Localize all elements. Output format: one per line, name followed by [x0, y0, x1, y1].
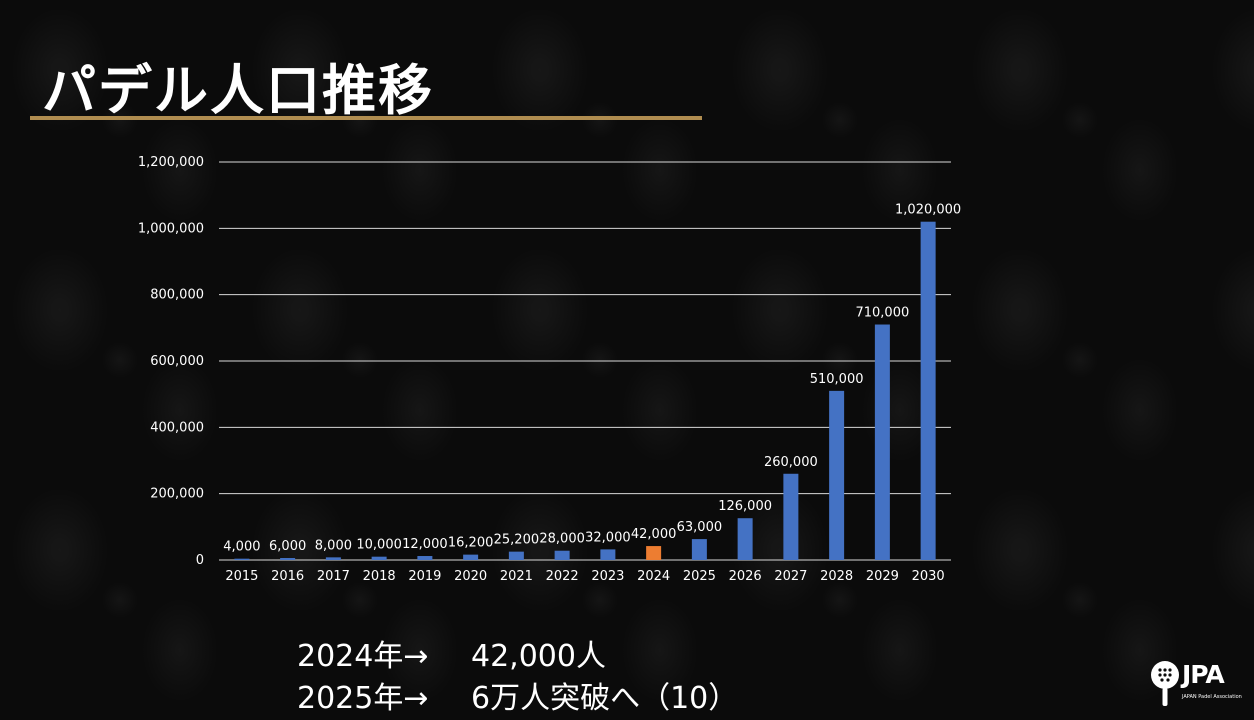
jpa-logo: JPA JAPAN Padel Association	[1148, 656, 1244, 712]
data-label-2025: 63,000	[677, 520, 723, 535]
bar-2023	[600, 549, 616, 560]
bar-2022	[554, 550, 570, 560]
caption-year: 2024年→	[297, 639, 429, 674]
y-tick-label: 0	[196, 553, 204, 568]
data-label-2029: 710,000	[855, 306, 909, 321]
data-label-2028: 510,000	[810, 372, 864, 387]
x-tick-label-2025: 2025	[683, 569, 716, 584]
bar-2025	[691, 539, 707, 560]
x-tick-label-2029: 2029	[866, 569, 899, 584]
bar-2028	[829, 390, 845, 560]
y-tick-label: 200,000	[150, 487, 204, 502]
padel-racket-icon	[1151, 661, 1179, 706]
logo-subtitle: JAPAN Padel Association	[1182, 694, 1242, 700]
data-label-2021: 25,200	[494, 533, 540, 548]
caption-value: 42,000人	[471, 639, 606, 674]
bar-2015	[234, 558, 250, 560]
x-tick-label-2017: 2017	[317, 569, 350, 584]
data-label-2030: 1,020,000	[895, 203, 961, 218]
data-label-2016: 6,000	[269, 539, 306, 554]
bar-2027	[783, 473, 799, 560]
data-label-2017: 8,000	[315, 538, 352, 553]
title-underline	[30, 116, 702, 120]
x-tick-label-2023: 2023	[591, 569, 624, 584]
bar-2016	[280, 558, 296, 560]
bar-chart: 0 200,000 400,000 600,000 800,000 1,000,000 1,…	[138, 155, 961, 584]
x-tick-label-2015: 2015	[225, 569, 258, 584]
bar-2029	[874, 324, 890, 560]
x-tick-label-2020: 2020	[454, 569, 487, 584]
x-tick-label-2022: 2022	[546, 569, 579, 584]
data-label-2023: 32,000	[585, 530, 631, 545]
bar-2019	[417, 556, 433, 560]
caption-value: 6万人突破へ（10）	[471, 681, 739, 716]
bar-2017	[325, 557, 341, 560]
data-label-2020: 16,200	[448, 536, 494, 551]
caption-2025: 2025年→ 6万人突破へ（10）	[297, 673, 738, 717]
bar-2030	[920, 221, 936, 560]
x-tick-label-2021: 2021	[500, 569, 533, 584]
x-axis-ticks: 2015 2016 2017 2018 2019 2020 2021 2022 2023 2024…	[225, 569, 944, 584]
data-label-2026: 126,000	[718, 499, 772, 514]
x-tick-label-2018: 2018	[363, 569, 396, 584]
page-title: パデル人口推移	[42, 59, 434, 122]
x-tick-label-2028: 2028	[820, 569, 853, 584]
bar-2020	[463, 554, 479, 560]
y-tick-label: 400,000	[150, 420, 204, 435]
y-axis-ticks: 0 200,000 400,000 600,000 800,000 1,000,000 1,…	[138, 155, 204, 568]
bars	[234, 221, 936, 560]
gridlines	[219, 161, 951, 561]
data-label-2015: 4,000	[223, 540, 260, 555]
x-tick-label-2024: 2024	[637, 569, 670, 584]
data-label-2027: 260,000	[764, 455, 818, 470]
bar-2024	[646, 546, 662, 560]
y-tick-label: 600,000	[150, 354, 204, 369]
data-label-2024: 42,000	[631, 527, 677, 542]
x-tick-label-2026: 2026	[729, 569, 762, 584]
bar-2026	[737, 518, 753, 560]
data-label-2018: 10,000	[356, 538, 402, 553]
x-tick-label-2027: 2027	[774, 569, 807, 584]
data-label-2022: 28,000	[539, 532, 585, 547]
caption-year: 2025年→	[297, 681, 429, 716]
x-tick-label-2019: 2019	[408, 569, 441, 584]
logo-text: JPA	[1182, 660, 1225, 689]
data-label-2019: 12,000	[402, 537, 448, 552]
x-tick-label-2030: 2030	[912, 569, 945, 584]
bar-2021	[508, 551, 524, 560]
caption-2024: 2024年→ 42,000人	[297, 631, 606, 675]
x-tick-label-2016: 2016	[271, 569, 304, 584]
y-tick-label: 800,000	[150, 288, 204, 303]
y-tick-label: 1,000,000	[138, 221, 204, 236]
data-labels: 4,000 6,000 8,000 10,000 12,000 16,200 25,200 2…	[223, 203, 961, 555]
bar-2018	[371, 556, 387, 560]
y-tick-label: 1,200,000	[138, 155, 204, 170]
